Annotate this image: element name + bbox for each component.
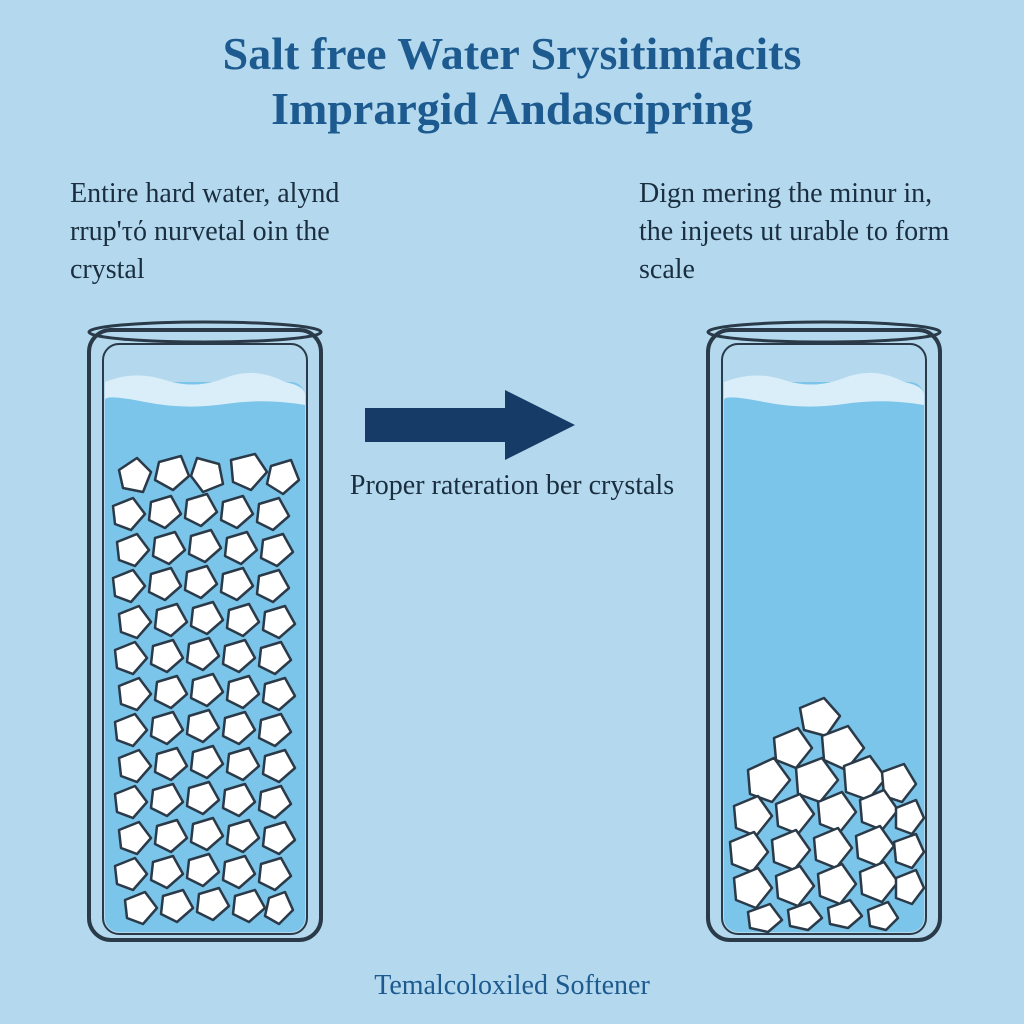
left-description: Entire hard water, alynd rrup'τό nurveta… <box>70 175 410 288</box>
right-cylinder <box>704 320 944 950</box>
left-cylinder <box>85 320 325 950</box>
bottom-label: Temalcoloxiled Softener <box>374 970 650 1002</box>
title-line-2: Imprargid Andascipring <box>0 83 1024 136</box>
arrow-icon <box>365 390 575 460</box>
main-title: Salt free Water Srysitimfacits Imprargid… <box>0 0 1024 136</box>
right-description: Dign mering the minur in, the injeets ut… <box>639 175 969 288</box>
center-label: Proper rateration ber crystals <box>350 468 674 504</box>
title-line-1: Salt free Water Srysitimfacits <box>0 28 1024 81</box>
